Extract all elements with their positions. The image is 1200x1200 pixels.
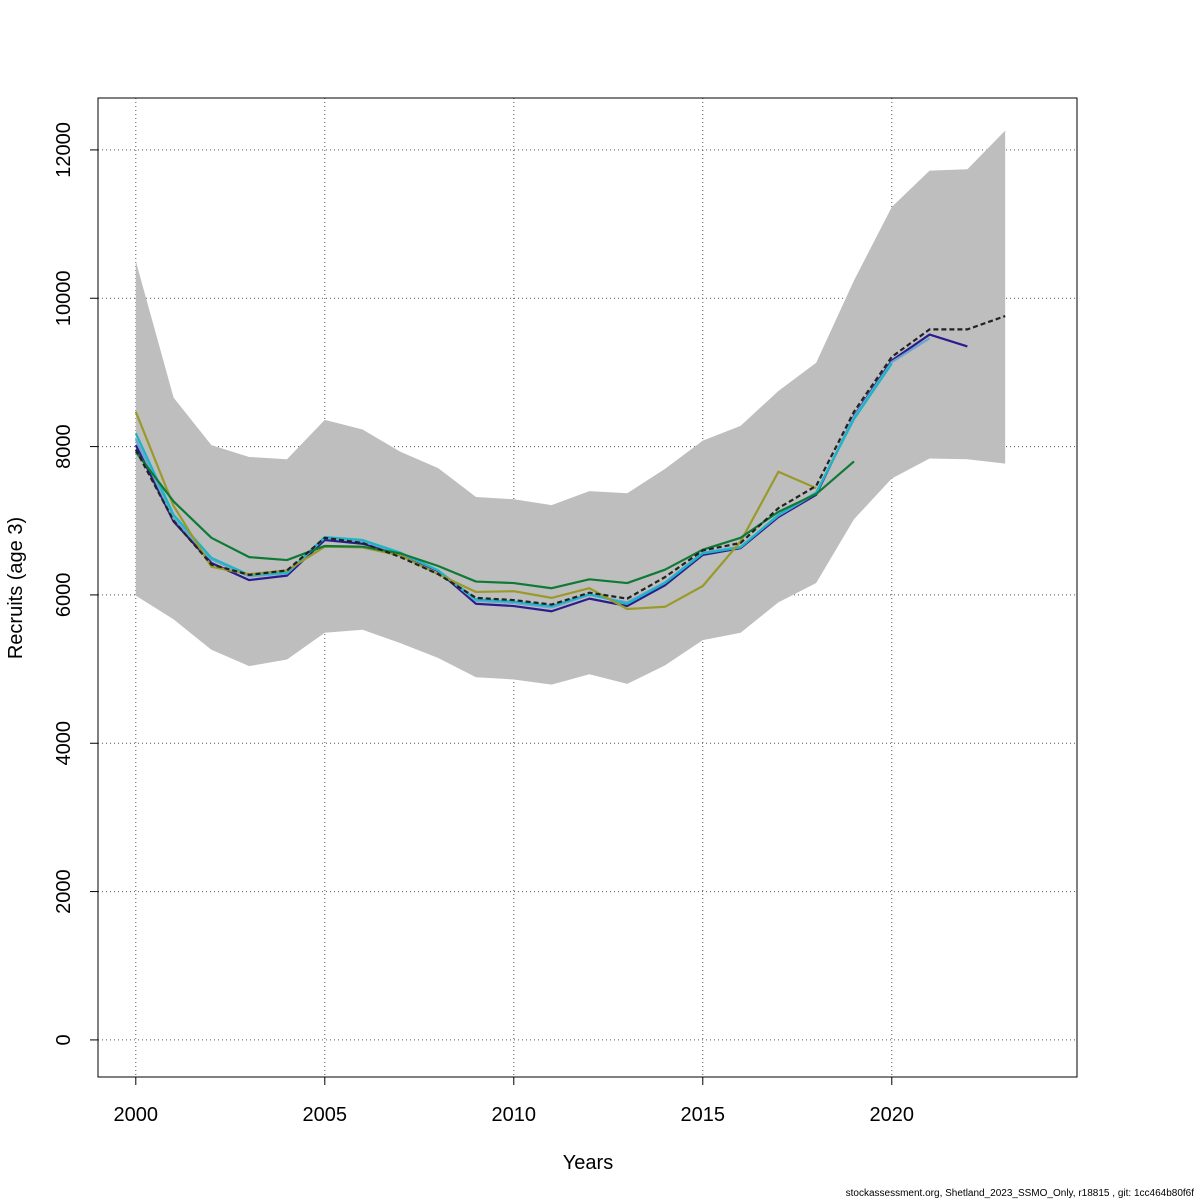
- series-line-run-3: [134, 362, 893, 608]
- y-axis: 0 2000 4000 6000 8000 10000 12000: [53, 122, 98, 1045]
- plot-frame: [97, 97, 1078, 1078]
- y-tick-label-4000: 4000: [53, 721, 75, 766]
- series-line-base-run: [134, 315, 1006, 606]
- series-line-run-5: [134, 451, 855, 590]
- x-tick-label-2020: 2020: [870, 1104, 915, 1126]
- y-axis-label: Recruits (age 3): [5, 517, 27, 659]
- x-tick-label-2010: 2010: [492, 1104, 537, 1126]
- x-tick-label-2000: 2000: [114, 1104, 159, 1126]
- x-tick-label-2005: 2005: [303, 1104, 348, 1126]
- y-tick-label-2000: 2000: [53, 869, 75, 914]
- y-tick-label-8000: 8000: [53, 424, 75, 469]
- footnote: stockassessment.org, Shetland_2023_SSMO_…: [846, 1188, 1195, 1199]
- x-axis: 2000 2005 2010 2015 2020: [114, 1077, 914, 1126]
- y-tick-label-10000: 10000: [53, 270, 75, 326]
- x-tick-label-2015: 2015: [681, 1104, 726, 1126]
- y-tick-label-12000: 12000: [53, 122, 75, 178]
- x-axis-label: Years: [563, 1152, 613, 1174]
- series-lines: [134, 315, 1006, 613]
- y-tick-label-6000: 6000: [53, 573, 75, 618]
- y-tick-label-0: 0: [53, 1034, 75, 1045]
